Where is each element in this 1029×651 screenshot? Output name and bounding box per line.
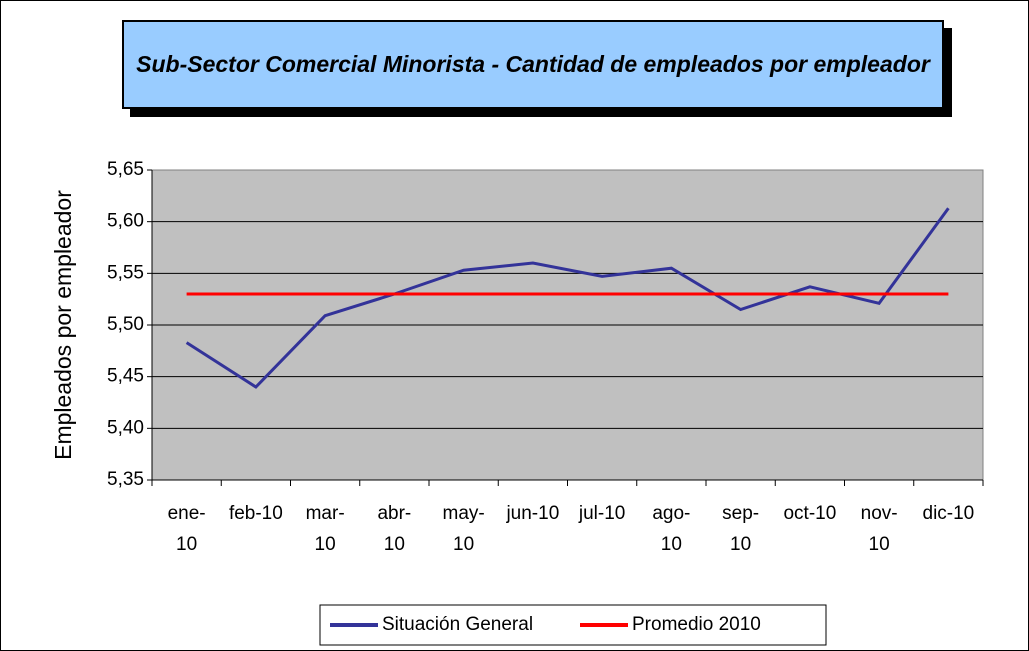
legend-label: Situación General bbox=[382, 614, 533, 635]
x-tick-label: jun-10 bbox=[506, 503, 560, 524]
y-tick-label: 5,35 bbox=[107, 469, 144, 490]
y-tick-label: 5,50 bbox=[107, 314, 144, 335]
y-tick-label: 5,40 bbox=[107, 417, 144, 438]
series-line bbox=[185, 207, 950, 389]
x-tick-label: may-10 bbox=[442, 503, 485, 555]
x-tick-label: mar-10 bbox=[305, 503, 345, 555]
x-tick-label: ene-10 bbox=[167, 503, 206, 555]
y-axis-label: Empleados por empleador bbox=[50, 190, 76, 460]
x-tick-label: abr-10 bbox=[377, 503, 412, 555]
legend-label: Promedio 2010 bbox=[632, 614, 761, 635]
legend bbox=[319, 604, 827, 646]
x-tick-label: nov-10 bbox=[860, 503, 898, 555]
x-tick-label: oct-10 bbox=[783, 503, 837, 524]
y-tick-label: 5,55 bbox=[107, 262, 144, 283]
chart-title: Sub-Sector Comercial Minorista - Cantida… bbox=[122, 20, 944, 109]
x-tick-label: ago-10 bbox=[652, 503, 691, 555]
x-tick-label: dic-10 bbox=[922, 503, 975, 524]
y-tick-label: 5,65 bbox=[107, 159, 144, 180]
x-tick-label: sep-10 bbox=[722, 503, 760, 555]
y-tick-label: 5,60 bbox=[107, 211, 144, 232]
y-tick-label: 5,45 bbox=[107, 366, 144, 387]
x-tick-label: feb-10 bbox=[228, 503, 283, 524]
x-tick-label: jul-10 bbox=[578, 503, 626, 524]
